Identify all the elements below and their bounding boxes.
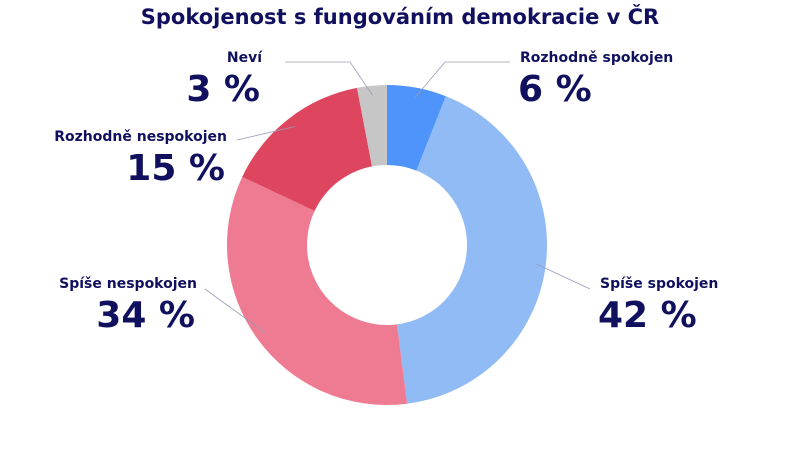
slice-value: 15 % xyxy=(126,148,225,189)
leader-line xyxy=(285,61,374,96)
slice-name: Spíše spokojen xyxy=(600,276,718,292)
slice-value: 34 % xyxy=(96,295,195,336)
leader-line xyxy=(236,126,296,141)
slice-name: Rozhodně nespokojen xyxy=(54,129,227,145)
leader-line xyxy=(204,288,266,334)
slice-value: 6 % xyxy=(518,69,592,110)
slice-value: 42 % xyxy=(598,295,697,336)
donut-slice xyxy=(357,85,387,167)
slice-name: Spíše nespokojen xyxy=(59,276,197,292)
slice-name: Neví xyxy=(227,50,263,66)
chart-title: Spokojenost s fungováním demokracie v ČR xyxy=(141,4,659,29)
slice-value: 3 % xyxy=(186,69,260,110)
donut-slice xyxy=(397,96,548,404)
donut-slice xyxy=(227,176,408,405)
leader-line xyxy=(414,61,510,98)
slice-name: Rozhodně spokojen xyxy=(520,50,673,66)
donut-slice xyxy=(387,85,446,171)
leader-line xyxy=(535,263,591,290)
donut-slice xyxy=(242,87,373,211)
